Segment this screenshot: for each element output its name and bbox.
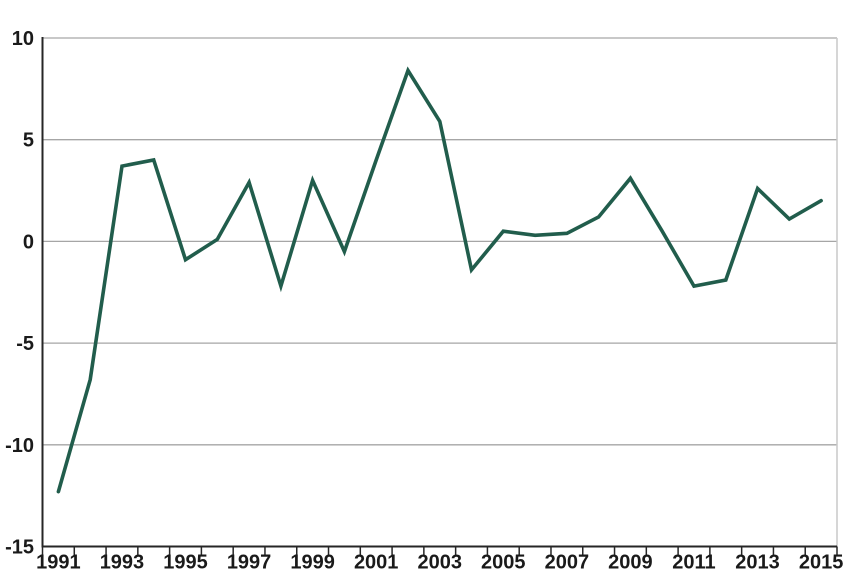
axes — [41, 37, 837, 548]
data-line — [56, 66, 823, 494]
x-tick-label: 1995 — [163, 552, 208, 574]
x-tick-label: 1991 — [36, 552, 81, 574]
y-tick-label: -5 — [16, 333, 34, 355]
x-tick-label: 2011 — [672, 552, 715, 574]
x-tick-label: 2005 — [481, 552, 526, 574]
x-tick-label: 2007 — [545, 552, 590, 574]
y-tick-label: 0 — [23, 231, 34, 253]
x-tick-label: 1999 — [290, 552, 335, 574]
data-series — [56, 66, 823, 494]
x-tick-label: 1993 — [100, 552, 145, 574]
x-tick-label: 2009 — [608, 552, 653, 574]
x-tick-label: 2015 — [799, 552, 844, 574]
axis-ticks — [41, 546, 838, 555]
y-tick-label: 5 — [23, 130, 34, 152]
grid-lines — [42, 37, 838, 547]
y-tick-label: -15 — [5, 537, 34, 559]
x-tick-label: 2003 — [418, 552, 463, 574]
y-tick-label: 10 — [12, 28, 34, 50]
x-tick-label: 2013 — [735, 552, 780, 574]
y-tick-label: -10 — [5, 435, 34, 457]
x-tick-label: 1997 — [227, 552, 272, 574]
x-tick-label: 2001 — [354, 552, 399, 574]
